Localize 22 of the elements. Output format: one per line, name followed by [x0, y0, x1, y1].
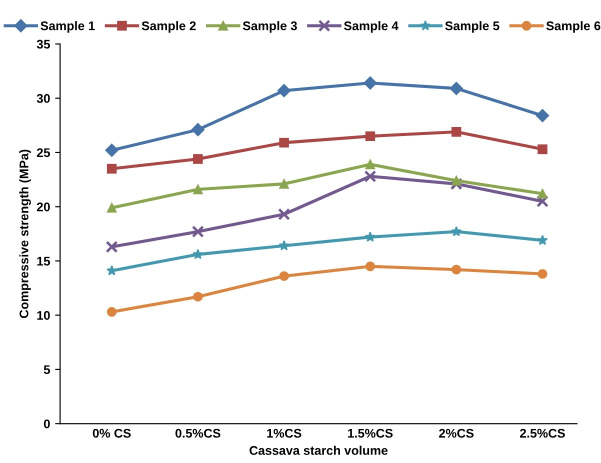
- y-tick-label: 25: [36, 148, 50, 158]
- legend-label: Sample 3: [242, 21, 297, 33]
- legend-label: Sample 4: [344, 21, 398, 33]
- y-tick-label: 35: [36, 40, 50, 49]
- y-tick-label: 5: [44, 365, 50, 374]
- y-tick-label: 30: [36, 94, 50, 103]
- y-tick-label: 0: [44, 419, 50, 428]
- legend-label: Sample 1: [40, 21, 95, 33]
- x-tick-label: 0.5%CS: [175, 428, 220, 438]
- y-tick-label: 10: [37, 310, 50, 320]
- x-tick-label: 1%CS: [267, 428, 302, 438]
- x-tick-label: 2%CS: [439, 428, 474, 438]
- x-tick-label: 2.5%CS: [520, 428, 565, 438]
- y-tick-label: 20: [36, 202, 50, 212]
- x-axis-title: Cassava starch volume: [250, 446, 388, 455]
- x-tick-label: 1.5%CS: [348, 428, 393, 438]
- legend-label: Sample 5: [445, 21, 500, 33]
- y-axis-title: Compressive strength (MPa): [19, 150, 31, 318]
- legend-label: Sample 6: [546, 21, 600, 33]
- x-tick-label: 0% CS: [92, 428, 131, 438]
- y-tick-label: 15: [37, 256, 50, 266]
- legend-label: Sample 2: [142, 21, 196, 33]
